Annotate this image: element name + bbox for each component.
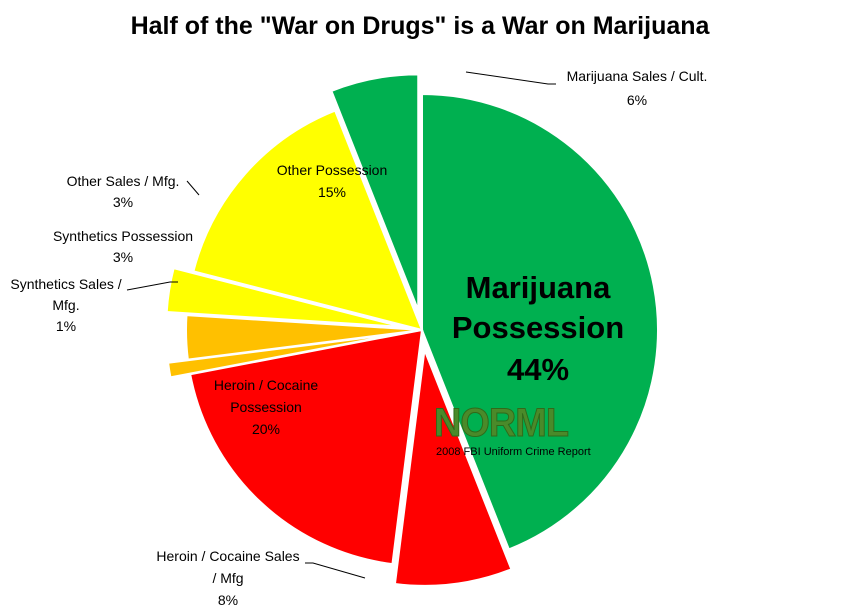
pie-slice-other-possession — [192, 109, 424, 332]
slice-label-line: Heroin / Cocaine Sales — [156, 548, 299, 564]
slice-label-heroin-cocaine-sales: Heroin / Cocaine Sales / Mfg 8% — [156, 548, 299, 608]
slice-label-line: Marijuana — [466, 270, 611, 305]
chart-title: Half of the "War on Drugs" is a War on M… — [131, 12, 711, 40]
leader-line — [186, 180, 200, 196]
norml-logo: NORML — [434, 401, 569, 445]
slice-label-synthetics-sales: Synthetics Sales / Mfg. 1% — [10, 276, 121, 334]
pie-slice-marijuana-sales-cult — [330, 73, 420, 311]
slice-label-synthetics-possession: Synthetics Possession 3% — [53, 228, 193, 265]
leader-line — [465, 71, 556, 85]
slice-label-line: Mfg. — [52, 297, 79, 313]
slice-label-line: Possession — [230, 399, 302, 415]
slice-label-text: Heroin / Cocaine Possession — [214, 377, 318, 415]
slice-label-text: Other Sales / Mfg. — [67, 173, 180, 189]
slice-label-text: Heroin / Cocaine Sales / Mfg — [156, 548, 299, 586]
slice-label-line: Synthetics Sales / — [10, 276, 121, 292]
slice-label-marijuana-possession: Marijuana Possession 44% — [452, 270, 624, 387]
slice-label-text: Synthetics Sales / Mfg. — [10, 276, 121, 313]
slice-value-label: 20% — [252, 421, 280, 437]
slice-label-text: Synthetics Possession — [53, 228, 193, 244]
slice-label-marijuana-sales: Marijuana Sales / Cult. 6% — [567, 68, 708, 108]
slice-value-label: 15% — [318, 184, 346, 200]
slice-value-label: 8% — [218, 592, 238, 608]
slice-label-heroin-cocaine-possession: Heroin / Cocaine Possession 20% — [214, 377, 318, 437]
pie-slice-synthetics-possession — [185, 314, 423, 361]
slice-value-label: 3% — [113, 249, 133, 265]
slice-value-label: 1% — [56, 318, 76, 334]
slice-label-line: Heroin / Cocaine — [214, 377, 318, 393]
slice-value-label: 44% — [507, 352, 569, 387]
slice-label-line: / Mfg — [212, 570, 243, 586]
pie-slice-other-sales-mfg — [165, 266, 403, 328]
slice-label-text: Other Possession — [277, 162, 388, 178]
slice-value-label: 3% — [113, 194, 133, 210]
pie-slices — [165, 73, 659, 587]
pie-slice-heroin-cocaine-possession — [189, 328, 424, 566]
slice-value-label: 6% — [627, 92, 647, 108]
slice-label-other-possession: Other Possession 15% — [277, 162, 388, 200]
slice-label-other-sales: Other Sales / Mfg. 3% — [67, 173, 180, 210]
source-note: 2008 FBI Uniform Crime Report — [436, 446, 591, 458]
slice-label-text: Marijuana Sales / Cult. — [567, 68, 708, 84]
leader-line — [305, 562, 366, 579]
pie-slice-synthetics-sales-mfg — [166, 332, 403, 379]
pie-slice-marijuana-possession — [421, 92, 659, 551]
slice-label-line: Possession — [452, 310, 624, 345]
slice-label-text: Marijuana Possession — [452, 270, 624, 345]
pie-slice-heroin-cocaine-sales-mfg — [393, 349, 513, 587]
leader-line — [126, 281, 178, 291]
